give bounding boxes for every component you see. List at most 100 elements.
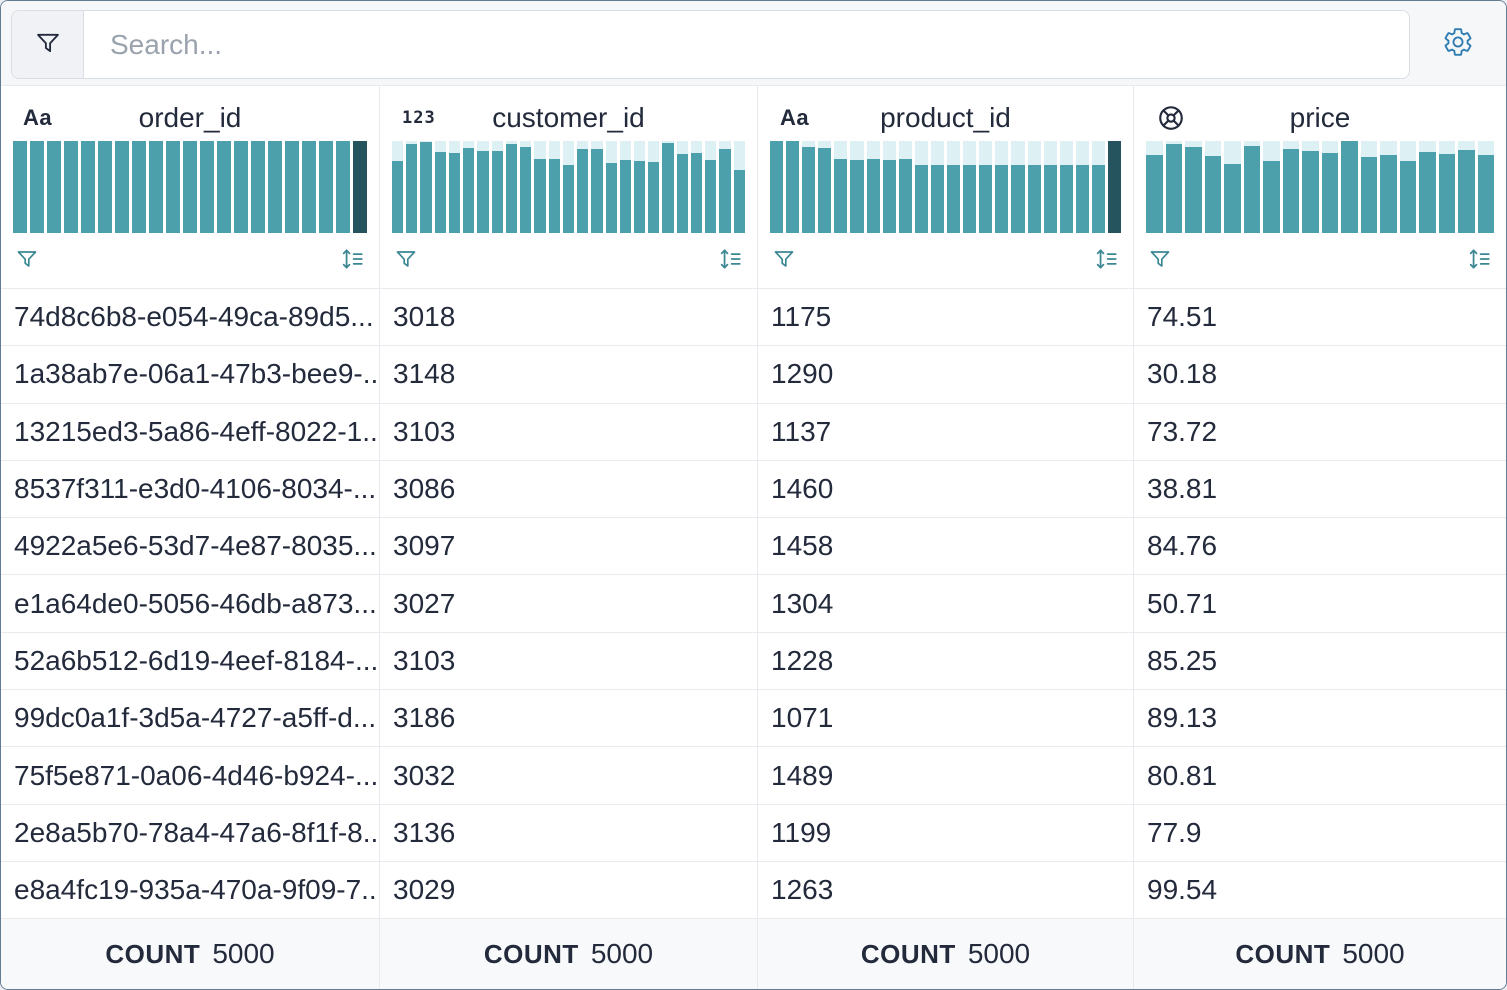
table-cell[interactable]: 84.76 bbox=[1134, 517, 1506, 574]
table-cell[interactable]: 1263 bbox=[758, 860, 1133, 918]
topbar bbox=[1, 1, 1506, 86]
table-cell[interactable]: 73.72 bbox=[1134, 402, 1506, 460]
column-footer: COUNT 5000 bbox=[1134, 918, 1506, 989]
column-sort-button[interactable] bbox=[717, 246, 743, 275]
column-header: Aa order_id bbox=[1, 86, 379, 288]
column-controls bbox=[15, 233, 365, 288]
table-cell[interactable]: 3086 bbox=[380, 459, 757, 517]
column-sort-button[interactable] bbox=[1466, 246, 1492, 275]
histogram-bar bbox=[770, 141, 784, 233]
column-header: Aa product_id bbox=[758, 86, 1133, 288]
table-cell[interactable]: 13215ed3-5a86-4eff-8022-1... bbox=[1, 402, 379, 460]
search-input[interactable] bbox=[84, 11, 1409, 78]
histogram-bar bbox=[217, 141, 231, 233]
histogram-bar bbox=[719, 141, 731, 233]
histogram bbox=[1146, 141, 1494, 233]
table-cell[interactable]: 1228 bbox=[758, 631, 1133, 689]
settings-button[interactable] bbox=[1442, 26, 1474, 61]
column-header: 123 customer_id bbox=[380, 86, 757, 288]
count-value: 5000 bbox=[212, 938, 275, 970]
histogram bbox=[13, 141, 367, 233]
column-filter-button[interactable] bbox=[15, 247, 39, 274]
table-cell[interactable]: 99.54 bbox=[1134, 860, 1506, 918]
table-cell[interactable]: 80.81 bbox=[1134, 746, 1506, 803]
table-cell[interactable]: 1199 bbox=[758, 803, 1133, 861]
histogram-bar bbox=[786, 141, 800, 233]
table-cell[interactable]: 38.81 bbox=[1134, 459, 1506, 517]
histogram-bar bbox=[1302, 141, 1319, 233]
table-cell[interactable]: e1a64de0-5056-46db-a873... bbox=[1, 574, 379, 631]
table-cell[interactable]: 1137 bbox=[758, 402, 1133, 460]
histogram-bar bbox=[434, 141, 446, 233]
column-filter-button[interactable] bbox=[772, 247, 796, 274]
histogram-bar bbox=[834, 141, 848, 233]
column-sort-button[interactable] bbox=[339, 246, 365, 275]
table-cell[interactable]: 1a38ab7e-06a1-47b3-bee9-... bbox=[1, 345, 379, 402]
table-cell[interactable]: 99dc0a1f-3d5a-4727-a5ff-d... bbox=[1, 689, 379, 746]
table-cell[interactable]: 3029 bbox=[380, 860, 757, 918]
histogram-bar bbox=[1185, 141, 1202, 233]
table-cell[interactable]: 77.9 bbox=[1134, 803, 1506, 861]
column-footer: COUNT 5000 bbox=[380, 918, 757, 989]
column-title-row: Aa product_id bbox=[770, 98, 1121, 138]
table-column: Aa product_id bbox=[758, 86, 1134, 989]
histogram-bar bbox=[200, 141, 214, 233]
count-value: 5000 bbox=[1342, 938, 1405, 970]
column-filter-button[interactable] bbox=[1148, 247, 1172, 274]
table-cell[interactable]: 74.51 bbox=[1134, 288, 1506, 345]
table-cell[interactable]: e8a4fc19-935a-470a-9f09-7... bbox=[1, 860, 379, 918]
table-cell[interactable]: 30.18 bbox=[1134, 345, 1506, 402]
table-cell[interactable]: 8537f311-e3d0-4106-8034-... bbox=[1, 459, 379, 517]
table-cell[interactable]: 1458 bbox=[758, 517, 1133, 574]
table-cell[interactable]: 75f5e871-0a06-4d46-b924-... bbox=[1, 746, 379, 803]
table-cell[interactable]: 3027 bbox=[380, 574, 757, 631]
table-column: 123 customer_id bbox=[380, 86, 758, 989]
table-cell[interactable]: 74d8c6b8-e054-49ca-89d5... bbox=[1, 288, 379, 345]
histogram-bar bbox=[1263, 141, 1280, 233]
table-cell[interactable]: 4922a5e6-53d7-4e87-8035... bbox=[1, 517, 379, 574]
table-cell[interactable]: 3148 bbox=[380, 345, 757, 402]
histogram-bar bbox=[477, 141, 489, 233]
column-filter-button[interactable] bbox=[394, 247, 418, 274]
histogram-bar bbox=[1341, 141, 1358, 233]
table-cell[interactable]: 3136 bbox=[380, 803, 757, 861]
table-cell[interactable]: 3097 bbox=[380, 517, 757, 574]
table-cell[interactable]: 3186 bbox=[380, 689, 757, 746]
column-title: customer_id bbox=[492, 102, 645, 133]
sort-rows-icon bbox=[1093, 246, 1119, 275]
table-cell[interactable]: 3103 bbox=[380, 402, 757, 460]
column-cells: 74.51 30.18 73.72 38.81 84.76 50.71 85.25 89.13… bbox=[1134, 288, 1506, 918]
table-cell[interactable]: 1304 bbox=[758, 574, 1133, 631]
column-cells: 3018 3148 3103 3086 3097 3027 3103 3186 3032 3136… bbox=[380, 288, 757, 918]
histogram-bar bbox=[676, 141, 688, 233]
histogram-bar bbox=[1043, 141, 1057, 233]
table-cell[interactable]: 50.71 bbox=[1134, 574, 1506, 631]
table-cell[interactable]: 3018 bbox=[380, 288, 757, 345]
table-cell[interactable]: 1460 bbox=[758, 459, 1133, 517]
histogram-bar bbox=[47, 141, 61, 233]
table-cell[interactable]: 1175 bbox=[758, 288, 1133, 345]
histogram-bar bbox=[1458, 141, 1475, 233]
histogram-bar bbox=[115, 141, 129, 233]
histogram-bar bbox=[1146, 141, 1163, 233]
table-cell[interactable]: 2e8a5b70-78a4-47a6-8f1f-8... bbox=[1, 803, 379, 861]
histogram-bar bbox=[534, 141, 546, 233]
table-column: Aa order_id bbox=[1, 86, 380, 989]
table-cell[interactable]: 89.13 bbox=[1134, 689, 1506, 746]
table-cell[interactable]: 1290 bbox=[758, 345, 1133, 402]
table-cell[interactable]: 85.25 bbox=[1134, 631, 1506, 689]
histogram-bar bbox=[1477, 141, 1494, 233]
histogram-bar bbox=[149, 141, 163, 233]
table-cell[interactable]: 1071 bbox=[758, 689, 1133, 746]
table-cell[interactable]: 3103 bbox=[380, 631, 757, 689]
histogram-bar bbox=[930, 141, 945, 233]
table-cell[interactable]: 1489 bbox=[758, 746, 1133, 803]
histogram-bar bbox=[1165, 141, 1182, 233]
count-label: COUNT bbox=[1235, 938, 1331, 969]
global-filter-button[interactable] bbox=[12, 11, 84, 78]
table-cell[interactable]: 52a6b512-6d19-4eef-8184-... bbox=[1, 631, 379, 689]
text-type-icon: Aa bbox=[780, 105, 809, 131]
column-sort-button[interactable] bbox=[1093, 246, 1119, 275]
table-cell[interactable]: 3032 bbox=[380, 746, 757, 803]
